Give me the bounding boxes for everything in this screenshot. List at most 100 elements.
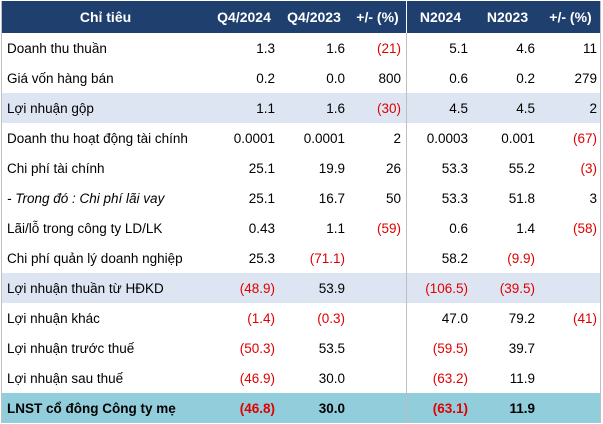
row-label: Chi phí quản lý doanh nghiệp: [7, 250, 183, 266]
header-chi-tieu: Chỉ tiêu: [79, 9, 132, 25]
cell-change-quarter: [349, 303, 407, 333]
cell-change-quarter: [349, 363, 407, 393]
table-row: Chi phí quản lý doanh nghiệp 25.3 (71.1)…: [2, 243, 600, 273]
cell-n2024: 58.2: [441, 250, 468, 266]
row-label: LNST cổ đông Công ty mẹ: [7, 400, 176, 416]
cell-change-year: 11: [582, 40, 597, 56]
cell-n2024: 0.6: [449, 70, 468, 86]
table-row: Chi phí tài chính 25.1 19.9 26 53.3 55.2…: [2, 153, 600, 183]
table-row-total: LNST cổ đông Công ty mẹ (46.8) 30.0 (63.…: [2, 393, 600, 423]
header-change-year: +/- (%): [549, 9, 592, 25]
table-row: Lợi nhuận sau thuế (46.9) 30.0 (63.2) 11…: [2, 363, 600, 393]
cell-q4-2023: 30.0: [318, 400, 345, 416]
cell-q4-2023: 0.0001: [303, 130, 345, 146]
table-row: Lợi nhuận khác (1.4) (0.3) 47.0 79.2 (41…: [2, 303, 600, 333]
cell-change-year: 279: [574, 70, 597, 86]
table-row: Doanh thu thuần 1.3 1.6 (21) 5.1 4.6 11: [2, 33, 600, 63]
cell-q4-2024: 25.1: [248, 190, 275, 206]
cell-q4-2023: 1.1: [326, 220, 345, 236]
cell-n2023: 1.4: [516, 220, 535, 236]
cell-n2024: (106.5): [425, 280, 468, 296]
cell-change-quarter: 50: [349, 183, 407, 213]
cell-n2024: 47.0: [441, 310, 468, 326]
table-row: Giá vốn hàng bán 0.2 0.0 800 0.6 0.2 279: [2, 63, 600, 93]
header-q4-2023: Q4/2023: [287, 9, 341, 25]
cell-q4-2024: (48.9): [239, 280, 275, 296]
cell-n2023: 4.5: [516, 100, 535, 116]
cell-q4-2024: 1.3: [256, 40, 275, 56]
row-label: Lợi nhuận sau thuế: [7, 370, 124, 386]
cell-q4-2024: 0.0001: [233, 130, 275, 146]
table-row: Lãi/lỗ trong công ty LD/LK 0.43 1.1 (59)…: [2, 213, 600, 243]
cell-change-quarter: [349, 333, 407, 363]
cell-n2023: 51.8: [508, 190, 535, 206]
row-label: Lợi nhuận gộp: [7, 100, 94, 116]
cell-q4-2023: (71.1): [309, 250, 345, 266]
cell-n2024: 53.3: [441, 190, 468, 206]
table-header: Chỉ tiêu Q4/2024 Q4/2023 +/- (%) N2024 N…: [2, 1, 600, 33]
cell-q4-2024: (46.8): [239, 400, 275, 416]
cell-change-year: (41): [572, 310, 597, 326]
cell-q4-2023: 53.5: [318, 340, 345, 356]
header-n2023: N2023: [486, 9, 529, 25]
cell-change-quarter: 26: [349, 153, 407, 183]
cell-change-quarter: 800: [349, 63, 407, 93]
cell-change-quarter: (21): [349, 33, 407, 63]
row-label: - Trong đó : Chi phí lãi vay: [7, 190, 165, 206]
cell-n2023: (39.5): [499, 280, 535, 296]
row-label: Lợi nhuận thuần từ HĐKD: [7, 280, 164, 296]
cell-q4-2023: 1.6: [326, 40, 345, 56]
cell-q4-2023: 19.9: [318, 160, 345, 176]
cell-n2024: 0.6: [449, 220, 468, 236]
cell-change-year: (3): [580, 160, 598, 176]
cell-n2023: 79.2: [508, 310, 535, 326]
cell-q4-2023: 30.0: [318, 370, 345, 386]
cell-n2023: 0.001: [501, 130, 535, 146]
cell-n2023: 0.2: [516, 70, 535, 86]
cell-q4-2024: (50.3): [239, 340, 275, 356]
cell-q4-2024: (1.4): [247, 310, 275, 326]
cell-change-quarter: (30): [349, 93, 407, 123]
cell-q4-2023: (0.3): [317, 310, 345, 326]
cell-n2024: (59.5): [432, 340, 468, 356]
cell-q4-2023: 0.0: [326, 70, 345, 86]
table-row: Lợi nhuận thuần từ HĐKD (48.9) 53.9 (106…: [2, 273, 600, 303]
cell-n2023: 39.7: [508, 340, 535, 356]
table-row: - Trong đó : Chi phí lãi vay 25.1 16.7 5…: [2, 183, 600, 213]
cell-change-year: (67): [572, 130, 597, 146]
cell-q4-2023: 1.6: [326, 100, 345, 116]
table-row: Lợi nhuận trước thuế (50.3) 53.5 (59.5) …: [2, 333, 600, 363]
cell-n2023: 11.9: [509, 370, 535, 386]
cell-q4-2024: 25.3: [248, 250, 275, 266]
cell-n2024: (63.2): [432, 370, 468, 386]
cell-q4-2024: (46.9): [239, 370, 275, 386]
cell-q4-2024: 25.1: [248, 160, 275, 176]
cell-n2023: 11.9: [509, 400, 535, 416]
table-row: Doanh thu hoạt động tài chính 0.0001 0.0…: [2, 123, 600, 153]
row-label: Giá vốn hàng bán: [7, 70, 114, 86]
row-label: Lãi/lỗ trong công ty LD/LK: [7, 220, 163, 236]
header-q4-2024: Q4/2024: [217, 9, 271, 25]
cell-change-year: (58): [572, 220, 597, 236]
cell-change-quarter: [349, 273, 407, 303]
row-label: Chi phí tài chính: [7, 160, 105, 176]
cell-n2023: 55.2: [508, 160, 535, 176]
cell-change-quarter: (59): [349, 213, 407, 243]
cell-n2023: 4.6: [516, 40, 535, 56]
header-n2024: N2024: [419, 9, 462, 25]
cell-n2024: 0.0003: [426, 130, 468, 146]
cell-n2023: (9.9): [507, 250, 535, 266]
row-label: Lợi nhuận khác: [7, 310, 100, 326]
cell-q4-2024: 0.43: [248, 220, 275, 236]
row-label: Lợi nhuận trước thuế: [7, 340, 135, 356]
cell-q4-2023: 16.7: [318, 190, 345, 206]
table-row: Lợi nhuận gộp 1.1 1.6 (30) 4.5 4.5 2: [2, 93, 600, 123]
cell-q4-2023: 53.9: [318, 280, 345, 296]
cell-q4-2024: 0.2: [256, 70, 275, 86]
header-change-quarter: +/- (%): [349, 1, 407, 33]
row-label: Doanh thu hoạt động tài chính: [7, 130, 188, 146]
cell-n2024: 4.5: [449, 100, 468, 116]
cell-n2024: (63.1): [432, 400, 468, 416]
cell-change-quarter: [349, 393, 407, 423]
